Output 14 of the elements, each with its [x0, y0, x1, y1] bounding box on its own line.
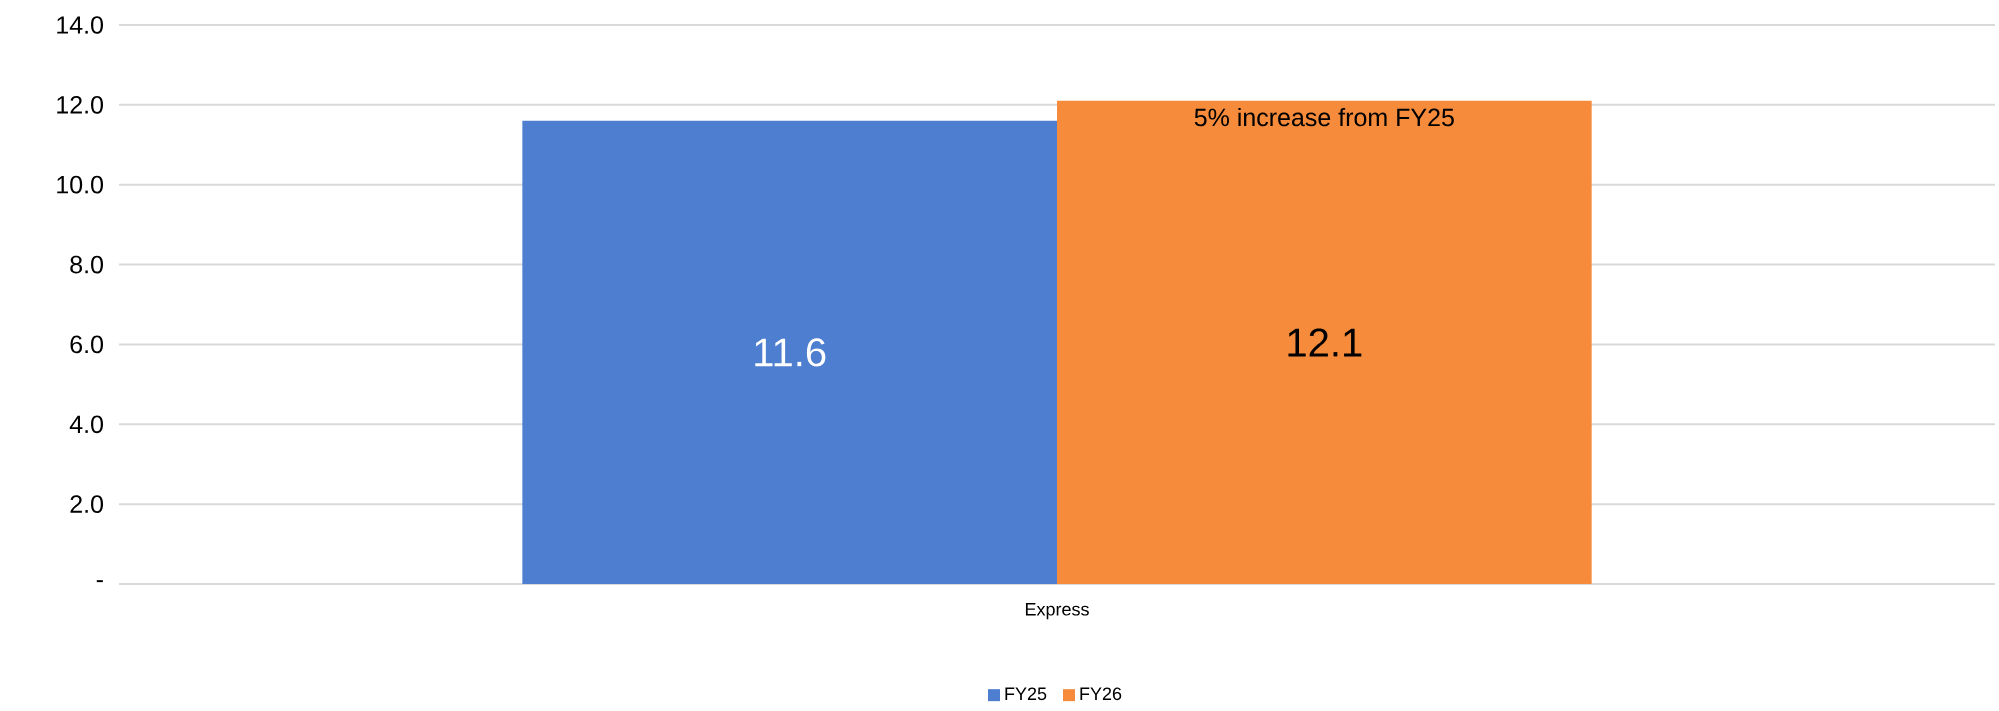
annotation: 5% increase from FY25	[1194, 107, 1454, 127]
y-tick-label: 14.0	[57, 16, 104, 34]
legend-label: FY25	[1005, 687, 1047, 701]
y-tick-label: -	[96, 580, 103, 583]
y-tick-label: 4.0	[69, 415, 104, 434]
legend-label: FY26	[1080, 687, 1122, 701]
y-tick-label: 2.0	[70, 495, 104, 514]
y-tick-label: 10.0	[57, 175, 104, 194]
data-label: 12.1	[1288, 328, 1362, 357]
y-tick-label: 6.0	[70, 335, 104, 354]
data-label: 11.6	[755, 338, 826, 367]
y-tick-label: 8.0	[70, 255, 104, 274]
x-tick-label: Express	[1025, 603, 1089, 620]
y-tick-label: 12.0	[57, 96, 104, 114]
